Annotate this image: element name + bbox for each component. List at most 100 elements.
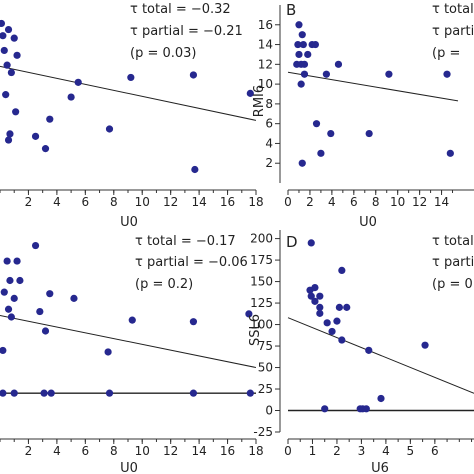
panel-b-stat-line: (p = [432,46,460,61]
panel-b-regression-line [287,71,459,102]
panel-c-x-tick-label: 12 [163,444,178,458]
panel-c-data-point [245,310,253,318]
panel-d-data-point [311,297,319,305]
panel-b-x-axis-label: U0 [359,215,377,230]
panel-b-data-point [295,50,303,59]
panel-b-x-tick-label: 2 [306,195,314,209]
panel-d-data-point [338,336,346,344]
panel-c-data-point [46,290,54,298]
panel-b-stat-line: τ total [432,2,474,17]
panel-c-data-point [3,257,11,265]
panel-c-data-point [128,316,136,324]
panel-a-stat-line: (p = 0.03) [130,46,197,61]
panel-a-data-point [46,115,54,123]
panel-a-data-point [10,34,18,42]
panel-d-data-point [377,394,385,403]
panel-b-data-point [304,50,312,59]
panel-c-data-point [36,307,44,316]
panel-b-y-tick-label: 12 [258,57,273,71]
panel-c-data-point [16,276,24,285]
panel-c-x-tick-label: 16 [220,444,235,458]
panel-c-data-point [104,348,112,356]
panel-b-data-point [295,21,303,29]
panel-b-x-tick-label: 0 [284,195,292,209]
panel-c-data-point [10,294,18,302]
panel-d-x-tick-label: 6 [431,444,439,458]
panel-d-x-tick-label: 2 [333,444,341,458]
panel-d-y-tick-label: 50 [258,361,273,375]
panel-b-y-tick-label: 4 [265,136,273,150]
panel-a-x-tick-label: 8 [110,195,118,209]
panel-a-data-point [67,93,75,101]
panel-c-data-point [0,389,7,397]
panel-d-y-tick-label: 100 [250,318,273,332]
panel-c-x-tick-label: 10 [135,444,150,458]
panel-d-regression-line [287,317,474,394]
panel-c-regression-line [0,314,256,369]
panel-a-regression-line [0,65,256,121]
panel-d-data-point [343,303,351,311]
panel-b-y-tick-label: 2 [265,156,273,170]
panel-c-data-point [40,389,48,397]
panel-a-data-point [0,32,7,40]
panel-b-data-point [294,40,302,49]
panel-b-y-tick-label: 6 [265,117,273,131]
panel-b-x-tick-label: 4 [328,195,336,209]
panel-b-data-point [385,70,393,78]
panel-a-x-tick-label: 2 [25,195,33,209]
panel-a-data-point [7,68,15,77]
panel-d-y-tick-label: 0 [265,404,273,418]
panel-a-data-point [13,51,21,59]
panel-a-data-point [4,136,13,144]
panel-a-x-axis-label: U0 [120,215,138,230]
panel-d-stat-line: τ total [432,234,474,249]
panel-d-data-point [335,303,343,311]
panel-b-x-tick-label: 14 [434,195,449,209]
panel-d-y-tick-label: 150 [250,275,273,289]
panel-d-y-tick-label: 200 [250,232,273,246]
panel-b-y-tick-label: 16 [258,18,273,32]
panel-a-data-point [0,46,8,55]
panel-c-data-point [10,389,18,397]
panel-b-data-point [334,60,343,68]
panel-d-data-point [362,405,370,413]
panel-c-data-point [4,305,13,313]
panel-b-data-point [298,31,306,39]
panel-d-data-point [316,309,324,317]
panel-b-data-point [300,60,309,68]
panel-a-data-point [74,78,82,86]
panel-a-data-point [2,91,10,99]
panel-d-data-point [311,283,319,292]
panel-b-x-tick-label: 6 [350,195,358,209]
panel-c-data-point [0,288,8,296]
panel-c-x-tick-label: 14 [191,444,206,458]
panel-d-data-point [333,317,341,325]
panel-b-data-point [365,129,373,138]
panel-b-data-point [300,70,309,78]
panel-c-data-point [70,294,78,302]
panel-c-x-tick-label: 2 [25,444,33,458]
panel-c-stat-line: τ partial = −0.06 [135,255,248,270]
panel-c-data-point [105,389,114,397]
panel-b-data-point [317,149,325,157]
panel-c-data-point [7,313,15,321]
panel-b-y-tick-label: 14 [258,38,273,52]
panel-c-data-point [0,346,7,355]
panel-a-data-point [3,61,11,69]
panel-a-x-tick-label: 16 [220,195,235,209]
panel-b-stat-line: τ partial [432,24,474,39]
panel-b-data-point [443,70,451,78]
panel-d-data-point [328,327,336,336]
panel-c-x-tick-label: 8 [110,444,118,458]
panel-c-stat-line: (p = 0.2) [135,277,193,292]
panel-b-y-tick-label: 10 [258,77,273,91]
panel-c-stat-line: τ total = −0.17 [135,234,236,249]
panel-a-x-tick-label: 6 [82,195,90,209]
panel-a-data-point [191,165,199,174]
panel-a-x-tick-label: 18 [248,195,263,209]
panel-a-data-point [127,73,135,82]
panel-a-stat-line: τ partial = −0.21 [130,24,243,39]
panel-d-data-point [316,292,324,300]
panel-c-data-point [189,389,198,397]
